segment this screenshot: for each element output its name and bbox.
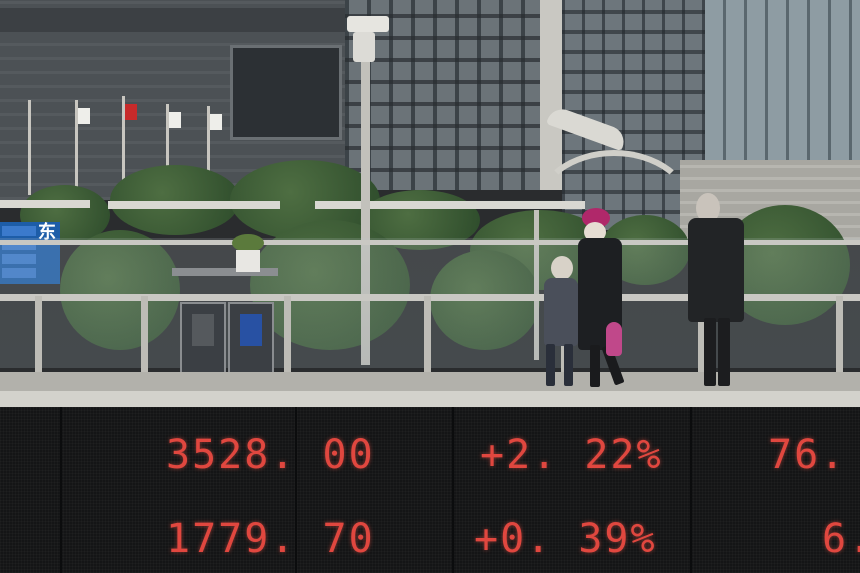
flag-white [78,108,90,124]
walkway-deck [0,372,860,392]
street-sign-text: 东 [38,222,56,243]
ticker-row2-value: 1779. 70 [166,516,375,562]
railing-post [424,296,431,391]
recycling-bin [180,302,226,376]
bin-frame [172,268,278,276]
walkway-edge [0,391,860,407]
ticker-row1-partial: 76. [768,432,847,478]
building-left-band [0,8,345,32]
railing-post [836,296,843,391]
camera-pole [361,60,370,365]
flagpole [28,100,31,195]
top-handrail [0,240,860,245]
street-sign: 东 [0,222,60,284]
camera-mount [353,32,375,62]
flagpole [122,96,125,196]
building-pillar [540,0,562,190]
flag-white [169,112,181,128]
railing-post [35,296,42,376]
potted-plant [232,234,264,252]
stock-ticker-board: 3528. 00 +2. 22% 76. 1779. 70 +0. 39% 6. [0,407,860,573]
building-curtain-wall [705,0,860,170]
billboard-screen [230,45,342,140]
pergola-beam [108,201,280,209]
flagpole [75,100,78,195]
flag-red [125,104,137,120]
ticker-row1-change: +2. 22% [480,432,663,478]
flagpole [207,106,210,194]
ticker-row2-partial: 6. [822,516,860,562]
street-lamp-pole [534,210,539,360]
recycling-bin [228,302,274,376]
pergola-beam [0,200,90,208]
street-lamp-arm [534,150,694,270]
pergola-beam [315,201,585,209]
flag-white [210,114,222,130]
security-camera-icon [347,16,389,32]
railing-post [141,296,148,391]
railing-post [284,296,291,391]
flagpole [166,104,169,194]
ticker-row1-value: 3528. 00 [166,432,375,478]
ticker-row2-change: +0. 39% [474,516,657,562]
plant-pot [236,250,260,272]
railing-post [698,296,705,391]
